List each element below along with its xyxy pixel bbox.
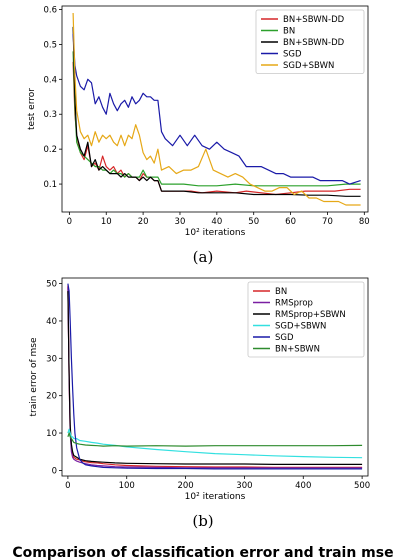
legend-label-1: BN — [283, 27, 295, 37]
x-tick-label: 500 — [354, 481, 370, 491]
series-line-2 — [67, 291, 363, 465]
legend-label-2: BN+SBWN-DD — [283, 38, 345, 48]
y-tick-label: 50 — [46, 280, 57, 290]
legend-label-3: SGD+SBWN — [275, 322, 326, 332]
legend-label-2: RMSprop+SBWN — [275, 310, 346, 320]
x-tick-label: 80 — [359, 217, 370, 227]
series-line-1 — [67, 287, 363, 469]
x-tick-label: 50 — [248, 217, 259, 227]
y-tick-label: 30 — [46, 354, 57, 364]
series-line-3 — [67, 428, 363, 459]
x-tick-label: 300 — [236, 481, 252, 491]
series-line-4 — [72, 12, 361, 206]
x-tick-label: 70 — [322, 217, 333, 227]
x-tick-label: 60 — [285, 217, 296, 227]
x-tick-label: 0 — [67, 217, 72, 227]
plot-frame — [61, 277, 369, 477]
x-axis-label: 10² iterations — [185, 228, 246, 238]
plot-frame — [61, 5, 369, 213]
y-axis-label: train error of mse — [29, 337, 39, 416]
y-tick-label: 0.4 — [43, 75, 57, 85]
series-line-5 — [67, 432, 363, 447]
x-tick-label: 100 — [119, 481, 135, 491]
x-tick-label: 30 — [175, 217, 186, 227]
legend-box — [255, 9, 365, 74]
y-tick-label: 20 — [46, 392, 57, 402]
y-tick-label: 0 — [52, 466, 57, 476]
x-tick-label: 200 — [177, 481, 193, 491]
legend-label-1: RMSprop — [275, 299, 313, 309]
chart-b: 0 100 200 300 400 500 0 10 20 30 40 50 10² iteration… — [29, 277, 370, 502]
x-axis-label: 10² iterations — [185, 492, 246, 502]
x-tick-label: 0 — [65, 481, 70, 491]
caption-a: (a) — [193, 248, 214, 266]
legend-box — [247, 281, 365, 358]
series-line-4 — [67, 283, 363, 470]
series-line-2 — [72, 26, 361, 197]
legend-label-4: SGD+SBWN — [283, 61, 334, 71]
x-tick-label: 400 — [295, 481, 311, 491]
y-tick-label: 0.5 — [43, 40, 57, 50]
legend-label-5: BN+SBWN — [275, 345, 320, 355]
y-tick-label: 0.2 — [43, 145, 57, 155]
legend-label-0: BN — [275, 287, 287, 297]
y-axis-label: test error — [27, 88, 37, 130]
footer-text: Comparison of classification error and t… — [12, 545, 393, 560]
y-tick-label: 0.6 — [43, 5, 57, 15]
y-tick-label: 0.3 — [43, 110, 57, 120]
legend-label-4: SGD — [275, 333, 294, 343]
series-line-3 — [72, 33, 361, 185]
x-tick-label: 10 — [101, 217, 112, 227]
x-tick-label: 40 — [211, 217, 222, 227]
series-line-0 — [72, 61, 361, 196]
caption-b: (b) — [192, 512, 213, 530]
legend-label-3: SGD — [283, 50, 302, 60]
legend-label-0: BN+SBWN-DD — [283, 15, 345, 25]
series-line-1 — [72, 51, 361, 187]
chart-a: 0 10 20 30 40 50 60 70 80 0.1 0.2 0.3 0.4 0.5 0.6 10² i… — [27, 5, 370, 238]
y-tick-label: 40 — [46, 317, 57, 327]
x-tick-label: 20 — [138, 217, 149, 227]
y-tick-label: 0.1 — [43, 180, 57, 190]
y-tick-label: 10 — [46, 429, 57, 439]
